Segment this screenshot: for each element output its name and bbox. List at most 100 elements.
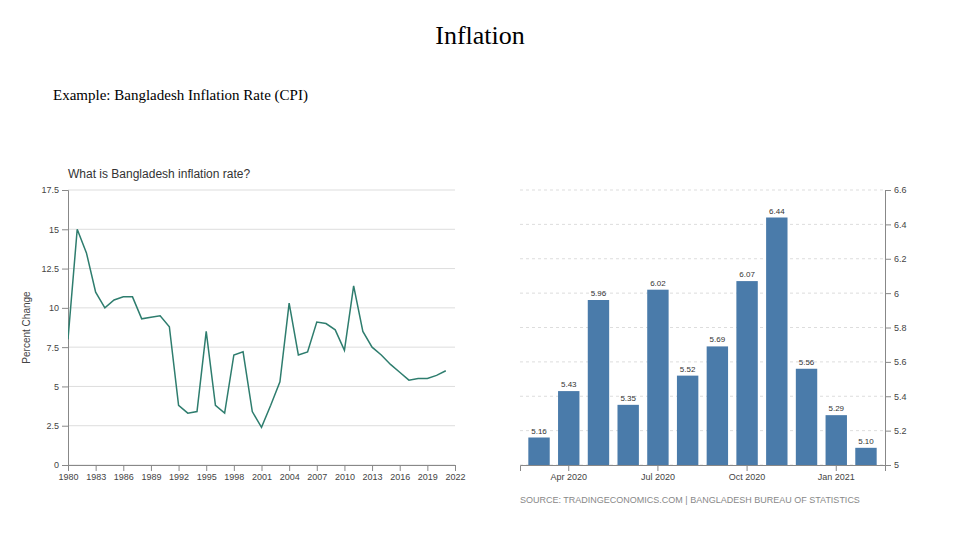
tick-mark	[62, 229, 68, 230]
tick-mark	[262, 465, 263, 471]
tick-mark	[885, 465, 891, 466]
tick-label: 10	[49, 303, 59, 313]
tick: 6.2	[885, 254, 907, 264]
tick-mark	[885, 362, 891, 363]
data-label: 6.44	[769, 207, 785, 216]
tick-mark	[62, 465, 68, 466]
x-axis: 1980198319861989199219951998200120042007…	[58, 465, 465, 482]
tick: 2010	[335, 465, 355, 482]
data-labels: 5.165.435.965.356.025.525.696.076.445.56…	[531, 207, 874, 446]
tick-mark	[372, 465, 373, 471]
data-label: 5.56	[799, 358, 815, 367]
data-label: 5.43	[561, 380, 577, 389]
tick-mark	[455, 465, 456, 471]
tick: 1983	[86, 465, 106, 482]
tick: 2004	[280, 465, 300, 482]
tick: 17.5	[41, 185, 68, 195]
tick-mark	[234, 465, 235, 471]
tick-label: 7.5	[46, 343, 59, 353]
tick: 2.5	[46, 421, 68, 431]
tick-mark	[885, 259, 891, 260]
grid-line	[68, 229, 455, 230]
bar	[558, 391, 579, 465]
tick: 6	[885, 289, 899, 299]
grid	[68, 190, 455, 465]
tick-label: 5.2	[894, 426, 907, 436]
title: Inflation	[435, 21, 525, 50]
tick-mark	[885, 224, 891, 225]
subtitle: Example: Bangladesh Inflation Rate (CPI)	[53, 87, 308, 104]
tick-label: 2004	[280, 472, 300, 482]
tick-mark	[885, 396, 891, 397]
tick: 5.4	[885, 392, 907, 402]
tick-mark	[62, 269, 68, 270]
tick-label: Jan 2021	[818, 472, 855, 482]
tick-label: 1986	[114, 472, 134, 482]
grid-line	[520, 190, 885, 191]
tick-label: 2022	[445, 472, 465, 482]
tick-mark	[96, 465, 97, 471]
bar	[736, 281, 757, 465]
chart-svg: Inflation Example: Bangladesh Inflation R…	[0, 0, 960, 540]
tick-label: 1998	[224, 472, 244, 482]
data-label: 6.02	[650, 279, 666, 288]
tick-mark	[885, 293, 891, 294]
tick-mark	[400, 465, 401, 471]
axis-line	[69, 466, 456, 472]
bar	[707, 346, 728, 465]
grid-line	[520, 293, 885, 294]
grid-line	[68, 190, 455, 191]
tick: 5.2	[885, 426, 907, 436]
grid-line	[520, 224, 885, 225]
line	[68, 229, 446, 427]
tick-label: 5.6	[894, 357, 907, 367]
tick: 2007	[307, 465, 327, 482]
data-label: 5.52	[680, 365, 696, 374]
tick-mark	[289, 465, 290, 471]
tick: 1998	[224, 465, 244, 482]
grid-line	[520, 258, 885, 259]
tick-mark	[62, 426, 68, 427]
grid-line	[520, 327, 885, 328]
grid-line	[68, 347, 455, 348]
tick-mark	[206, 465, 207, 471]
tick-label: 2001	[252, 472, 272, 482]
tick-label: Apr 2020	[550, 472, 587, 482]
bar	[766, 218, 787, 466]
tick-label: 2016	[390, 472, 410, 482]
tick-mark	[427, 465, 428, 471]
data-label: 5.35	[620, 394, 636, 403]
tick-mark	[62, 190, 68, 191]
grid-line	[68, 268, 455, 269]
tick-label: 2007	[307, 472, 327, 482]
tick: 2001	[252, 465, 272, 482]
tick-label: 1983	[86, 472, 106, 482]
grid-line	[520, 361, 885, 362]
bar	[528, 438, 549, 466]
tick-label: 6	[894, 289, 899, 299]
axis-line	[886, 191, 892, 466]
tick-mark	[885, 190, 891, 191]
data-label: 5.29	[828, 404, 844, 413]
bar	[647, 290, 668, 465]
chart-container: Inflation Example: Bangladesh Inflation R…	[0, 0, 960, 540]
tick-mark	[62, 308, 68, 309]
tick-label: 6.6	[894, 185, 907, 195]
tick: 0	[54, 460, 68, 470]
bar	[677, 376, 698, 465]
data-label: 5.10	[858, 437, 874, 446]
tick-label: 2019	[418, 472, 438, 482]
y-axis: 02.557.51012.51517.5	[41, 185, 68, 470]
tick-label: 5.8	[894, 323, 907, 333]
tick-mark	[179, 465, 180, 471]
tick-label: 17.5	[41, 185, 59, 195]
tick-label: 6.2	[894, 254, 907, 264]
tick: 1980	[58, 465, 78, 482]
tick-mark	[344, 465, 345, 471]
tick: 2022	[445, 465, 465, 482]
tick: 6.6	[885, 185, 907, 195]
tick-label: 1995	[197, 472, 217, 482]
tick-mark	[747, 465, 748, 471]
bar	[796, 369, 817, 465]
y-axis: 55.25.45.65.866.26.46.6	[885, 185, 907, 470]
